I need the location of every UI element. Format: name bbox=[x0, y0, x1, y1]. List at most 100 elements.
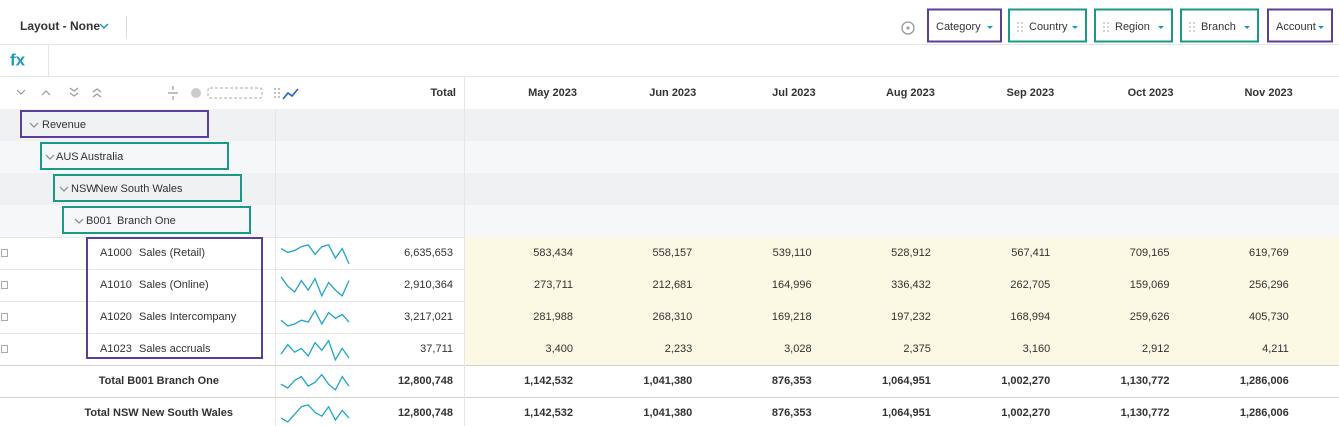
cell-value[interactable]: 268,310 bbox=[653, 311, 693, 323]
cell-value[interactable]: 558,157 bbox=[653, 247, 693, 259]
row-icon[interactable] bbox=[1, 281, 8, 289]
cell-value[interactable]: 2,233 bbox=[665, 343, 693, 355]
total-label: Total B001 Branch One bbox=[99, 375, 219, 387]
filter-box[interactable] bbox=[1008, 8, 1087, 43]
cell-value[interactable]: 539,110 bbox=[773, 247, 812, 259]
cell-value[interactable]: 168,994 bbox=[1010, 311, 1050, 323]
drag-handle bbox=[1189, 22, 1195, 32]
row-total: 12,800,748 bbox=[398, 375, 453, 387]
filter-label[interactable]: Country bbox=[1029, 21, 1068, 33]
cell-value[interactable]: 2,375 bbox=[903, 343, 931, 355]
collapse-icon[interactable] bbox=[16, 89, 26, 95]
sparkline bbox=[280, 373, 350, 391]
group-name: Revenue bbox=[42, 119, 86, 131]
fx-label[interactable]: fx bbox=[10, 50, 26, 69]
cell-value: 876,353 bbox=[772, 375, 812, 387]
cell-value[interactable]: 259,626 bbox=[1130, 311, 1170, 323]
row-height-icon[interactable] bbox=[168, 86, 178, 100]
highlight-box bbox=[20, 110, 209, 138]
filter-label[interactable]: Region bbox=[1115, 21, 1150, 33]
row-icon[interactable] bbox=[1, 345, 8, 353]
cell-value[interactable]: 159,069 bbox=[1130, 279, 1170, 291]
cell-value[interactable]: 212,681 bbox=[653, 279, 693, 291]
account-name: Sales (Retail) bbox=[139, 247, 205, 259]
cell-value[interactable]: 281,988 bbox=[533, 311, 573, 323]
cell-value[interactable]: 3,160 bbox=[1023, 343, 1051, 355]
cell-value[interactable]: 2,912 bbox=[1142, 343, 1170, 355]
drag-icon[interactable] bbox=[274, 88, 280, 98]
filter-box[interactable] bbox=[1180, 8, 1259, 43]
expand-icon[interactable] bbox=[41, 90, 51, 96]
group-chevron[interactable] bbox=[59, 186, 69, 192]
month-header: Nov 2023 bbox=[1244, 87, 1292, 99]
cell-value[interactable]: 197,232 bbox=[891, 311, 931, 323]
cell-value[interactable]: 4,211 bbox=[1262, 343, 1289, 355]
cell-value: 1,041,380 bbox=[643, 407, 692, 419]
filter-chevron[interactable] bbox=[1244, 26, 1250, 29]
expand-all-icon[interactable] bbox=[69, 87, 79, 97]
filter-label[interactable]: Category bbox=[936, 21, 981, 33]
filter-label[interactable]: Account bbox=[1276, 21, 1316, 33]
value-cells-bg bbox=[464, 301, 1339, 333]
header-icons bbox=[16, 86, 299, 100]
filter-box[interactable] bbox=[927, 8, 1002, 43]
cell-value[interactable]: 3,028 bbox=[784, 343, 812, 355]
sparkline-toggle[interactable] bbox=[282, 88, 299, 100]
cell-value: 1,064,951 bbox=[882, 407, 931, 419]
filter-box[interactable] bbox=[1267, 8, 1333, 43]
reset-icon[interactable] bbox=[901, 21, 915, 35]
cell-value[interactable]: 273,711 bbox=[534, 279, 573, 291]
cell-value: 1,064,951 bbox=[882, 375, 931, 387]
cell-value[interactable]: 709,165 bbox=[1130, 247, 1170, 259]
account-name: Sales Intercompany bbox=[139, 311, 237, 323]
cell-value[interactable]: 169,218 bbox=[772, 311, 812, 323]
cell-value[interactable]: 405,730 bbox=[1249, 311, 1289, 323]
highlight-box bbox=[86, 237, 263, 359]
group-chevron[interactable] bbox=[74, 218, 84, 224]
cell-value: 1,002,270 bbox=[1001, 375, 1050, 387]
account-code: A1020 bbox=[100, 311, 132, 323]
group-chevron[interactable] bbox=[29, 122, 39, 128]
month-header: Jul 2023 bbox=[772, 87, 815, 99]
row-icon[interactable] bbox=[1, 249, 8, 257]
format-icon[interactable] bbox=[207, 87, 263, 99]
group-row-bg bbox=[0, 173, 1339, 205]
group-code: NSW bbox=[71, 183, 97, 195]
cell-value[interactable]: 528,912 bbox=[891, 247, 931, 259]
filter-box[interactable] bbox=[1094, 8, 1173, 43]
row-icon[interactable] bbox=[1, 313, 8, 321]
group-row-bg bbox=[0, 205, 1339, 237]
highlight-box bbox=[62, 206, 251, 234]
value-cells-bg bbox=[464, 237, 1339, 269]
cell-value[interactable]: 336,432 bbox=[891, 279, 931, 291]
drag-handle bbox=[1017, 22, 1023, 32]
group-name: Australia bbox=[81, 151, 125, 163]
filter-chevron[interactable] bbox=[1318, 26, 1324, 29]
filter-chevron[interactable] bbox=[987, 26, 993, 29]
cell-value[interactable]: 3,400 bbox=[545, 343, 573, 355]
value-cells-bg bbox=[464, 333, 1339, 365]
layout-selector[interactable]: Layout - None bbox=[20, 19, 100, 33]
layout-chevron[interactable] bbox=[99, 23, 109, 30]
zero-icon[interactable] bbox=[191, 88, 201, 98]
highlight-box bbox=[40, 142, 229, 170]
cell-value: 1,142,532 bbox=[524, 407, 573, 419]
collapse-all-icon[interactable] bbox=[92, 88, 102, 98]
cell-value[interactable]: 262,705 bbox=[1010, 279, 1050, 291]
cell-value[interactable]: 567,411 bbox=[1011, 247, 1050, 259]
cell-value[interactable]: 619,769 bbox=[1249, 247, 1289, 259]
account-code: A1023 bbox=[100, 343, 132, 355]
cell-value[interactable]: 583,434 bbox=[533, 247, 573, 259]
cell-value[interactable]: 164,996 bbox=[772, 279, 812, 291]
month-header: Sep 2023 bbox=[1006, 87, 1054, 99]
group-code: B001 bbox=[86, 215, 112, 227]
cell-value[interactable]: 256,296 bbox=[1249, 279, 1289, 291]
filter-chevron[interactable] bbox=[1072, 26, 1078, 29]
filter-label[interactable]: Branch bbox=[1201, 21, 1236, 33]
group-chevron[interactable] bbox=[45, 154, 55, 160]
filter-chevron[interactable] bbox=[1158, 26, 1164, 29]
cell-value: 1,286,006 bbox=[1240, 375, 1289, 387]
sparkline bbox=[280, 309, 350, 327]
total-label: Total NSW New South Wales bbox=[84, 407, 233, 419]
account-name: Sales (Online) bbox=[139, 279, 209, 291]
